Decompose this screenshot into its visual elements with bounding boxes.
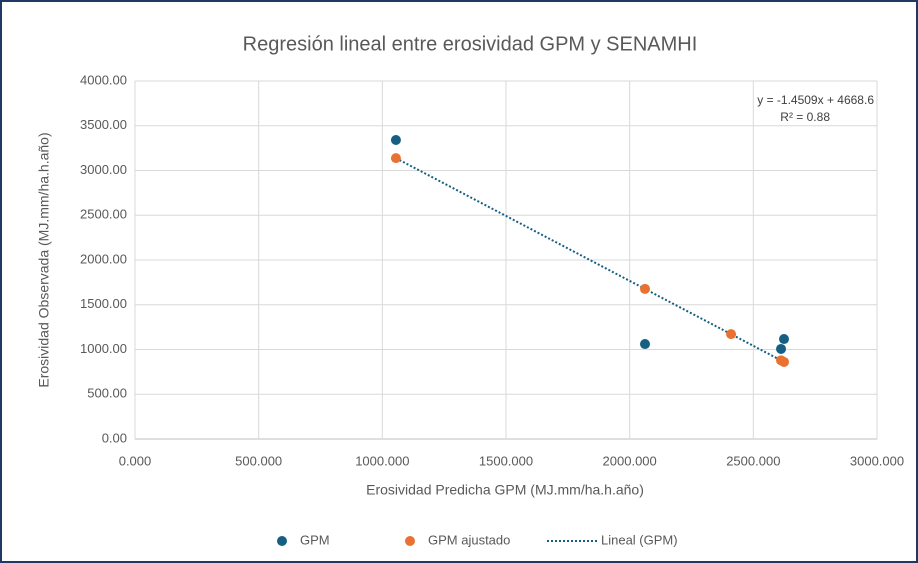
point	[390, 134, 401, 145]
point	[779, 334, 790, 345]
y-tick-label: 2500.00	[80, 207, 127, 222]
x-axis-title: Erosividad Predicha GPM (MJ.mm/ha.h.año)	[366, 482, 644, 498]
y-tick-label: 4000.00	[80, 72, 127, 87]
trend-equation: y = -1.4509x + 4668.6	[757, 93, 874, 107]
point	[726, 329, 737, 340]
y-tick-label: 3000.00	[80, 162, 127, 177]
x-tick-label: 1000.000	[355, 453, 409, 468]
point	[640, 339, 651, 350]
point	[779, 356, 790, 367]
y-tick-label: 3500.00	[80, 117, 127, 132]
r-squared: R² = 0.88	[780, 110, 830, 124]
point	[640, 283, 651, 294]
point	[776, 343, 787, 354]
legend-marker	[405, 536, 415, 546]
legend-marker	[277, 536, 287, 546]
y-axis-title: Erosividad Observada (MJ.mm/ha.h.año)	[36, 132, 52, 387]
y-tick-label: 1000.00	[80, 341, 127, 356]
y-tick-label: 1500.00	[80, 296, 127, 311]
y-tick-label: 0.00	[102, 430, 127, 445]
x-tick-label: 2000.000	[603, 453, 657, 468]
chart-title: Regresión lineal entre erosividad GPM y …	[243, 33, 698, 55]
x-tick-label: 2500.000	[726, 453, 780, 468]
x-tick-label: 3000.000	[850, 453, 904, 468]
legend-label: Lineal (GPM)	[601, 532, 678, 547]
x-tick-label: 500.000	[235, 453, 282, 468]
x-tick-label: 1500.000	[479, 453, 533, 468]
trend-line	[395, 157, 785, 363]
legend-label: GPM	[300, 532, 330, 547]
y-tick-label: 500.00	[87, 386, 127, 401]
point	[390, 153, 401, 164]
y-tick-label: 2000.00	[80, 251, 127, 266]
x-tick-label: 0.000	[119, 453, 152, 468]
legend-label: GPM ajustado	[428, 532, 510, 547]
